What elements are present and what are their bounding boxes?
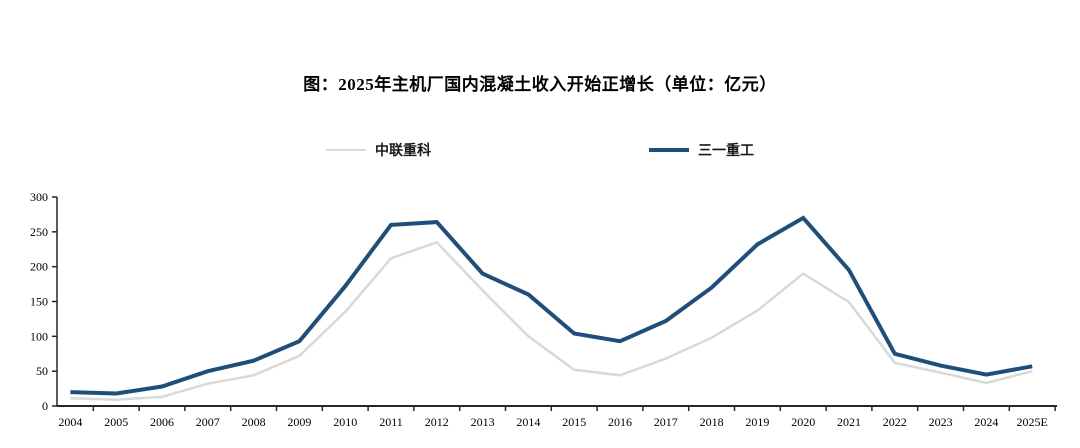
legend-label-sany: 三一重工: [698, 144, 754, 159]
x-tick-label: 2008: [242, 415, 266, 429]
x-tick-label: 2004: [58, 415, 82, 429]
x-tick-label: 2006: [150, 415, 174, 429]
x-tick-label: 2009: [287, 415, 311, 429]
x-tick-label: 2023: [929, 415, 953, 429]
x-tick-label: 2012: [425, 415, 449, 429]
x-tick-label: 2022: [883, 415, 907, 429]
y-tick-label: 200: [30, 260, 48, 274]
x-tick-label: 2019: [745, 415, 769, 429]
y-tick-label: 50: [36, 364, 48, 378]
series-line-zoomlion: [70, 240, 1033, 401]
y-tick-label: 150: [30, 295, 48, 309]
series-line-sany: [70, 215, 1033, 396]
legend-item-sany: 三一重工: [649, 140, 754, 160]
x-tick-label: 2010: [333, 415, 357, 429]
legend-label-zoomlion: 中联重科: [375, 144, 431, 159]
x-tick-label: 2013: [471, 415, 495, 429]
sany-line-swatch: [649, 148, 689, 152]
x-tick-label: 2021: [837, 415, 861, 429]
x-tick-label: 2024: [974, 415, 998, 429]
y-tick-label: 100: [30, 329, 48, 343]
y-tick-label: 0: [42, 399, 48, 413]
x-tick-label: 2017: [654, 415, 678, 429]
legend-item-zoomlion: 中联重科: [326, 140, 431, 160]
y-tick-label: 250: [30, 225, 48, 239]
x-tick-label: 2011: [379, 415, 403, 429]
x-tick-label: 2005: [104, 415, 128, 429]
chart-legend: 中联重科 三一重工: [0, 140, 1080, 160]
zoomlion-line-swatch: [326, 149, 366, 151]
x-tick-label: 2020: [791, 415, 815, 429]
x-tick-label: 2007: [196, 415, 220, 429]
x-tick-label: 2025E: [1017, 415, 1048, 429]
x-tick-label: 2015: [562, 415, 586, 429]
x-tick-label: 2018: [700, 415, 724, 429]
x-tick-label: 2016: [608, 415, 632, 429]
y-tick-label: 300: [30, 190, 48, 204]
chart-title: 图：2025年主机厂国内混凝土收入开始正增长（单位：亿元）: [303, 75, 777, 94]
x-tick-label: 2014: [516, 415, 540, 429]
